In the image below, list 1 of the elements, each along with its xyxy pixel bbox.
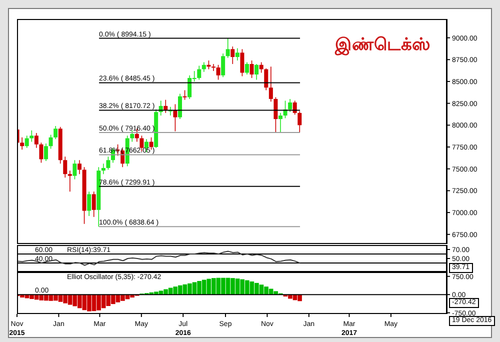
text: இண்டெக்ஸ் [335, 35, 430, 56]
